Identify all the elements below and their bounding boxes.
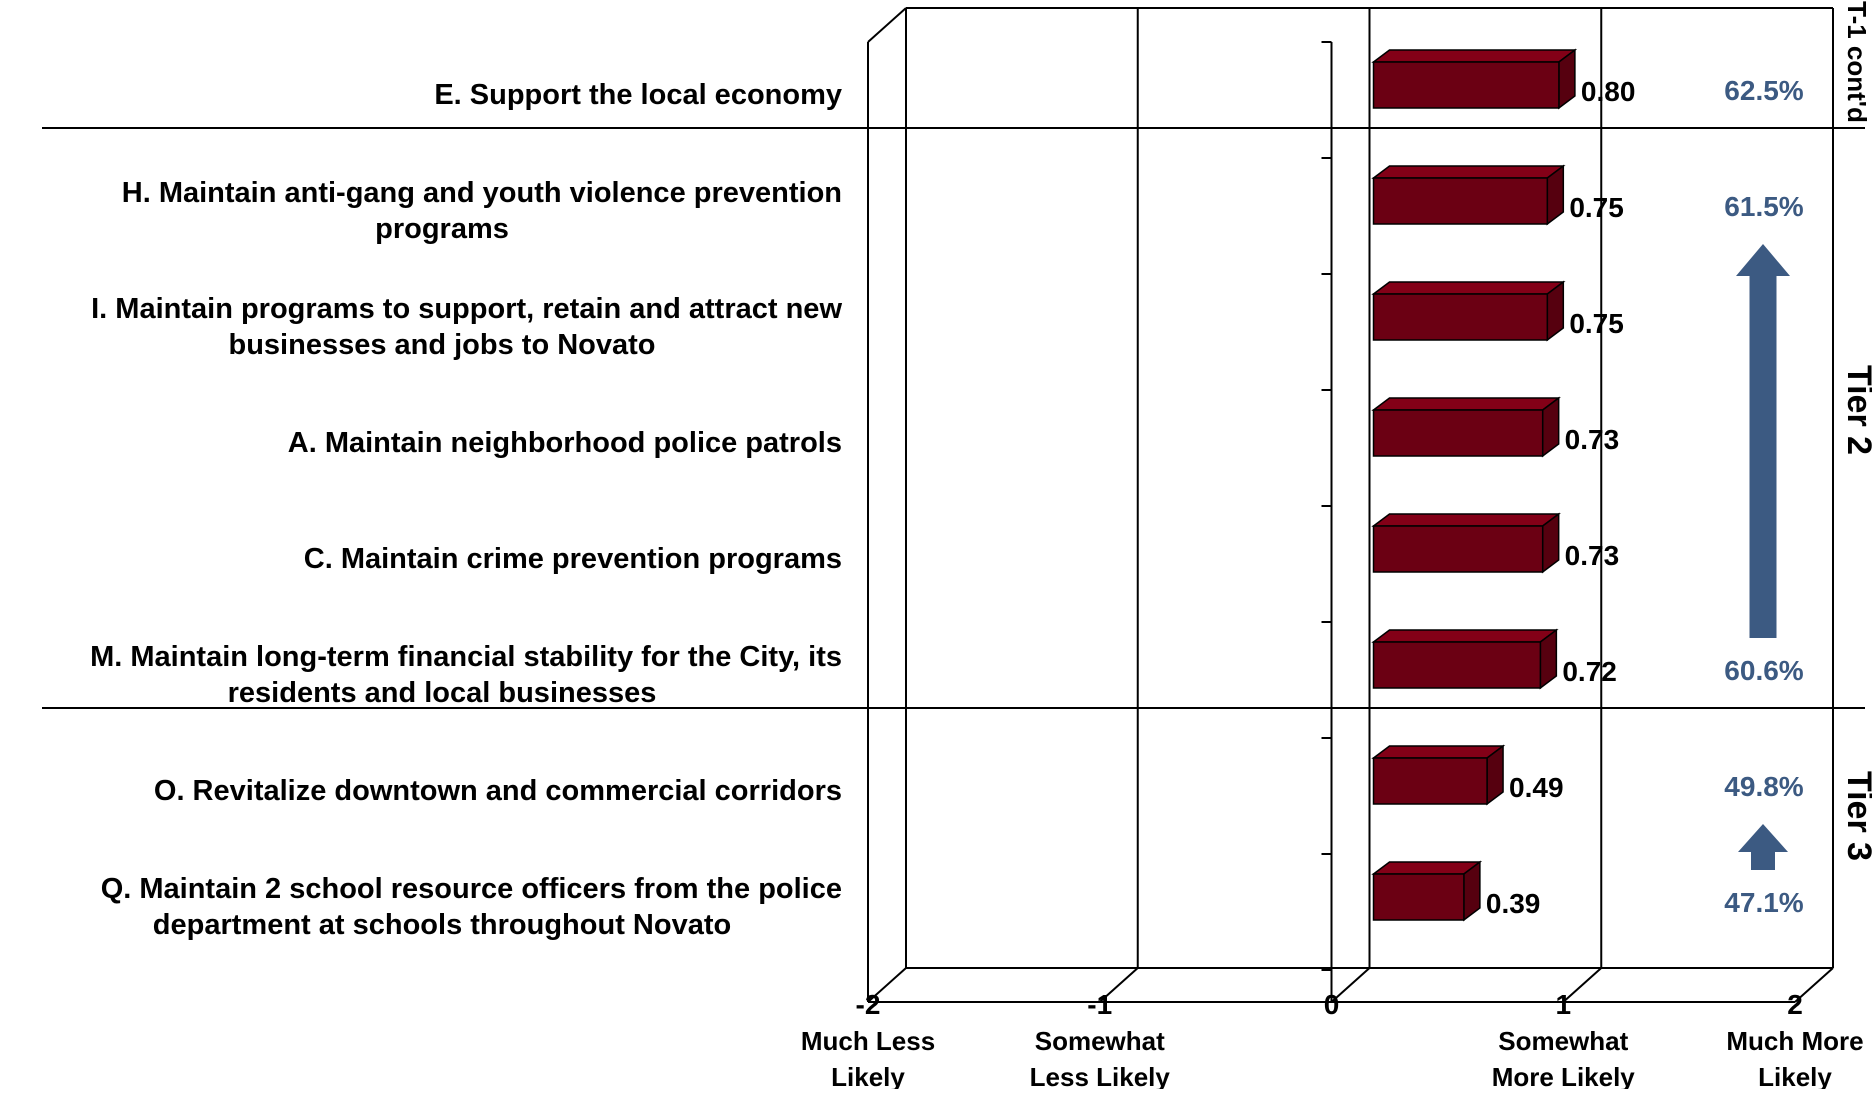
bar-top-face bbox=[1374, 282, 1564, 294]
x-tick-description: More Likely bbox=[1492, 1062, 1636, 1089]
category-label: Q. Maintain 2 school resource officers f… bbox=[101, 873, 842, 905]
bar-top-face bbox=[1374, 50, 1575, 62]
bar bbox=[1374, 526, 1543, 572]
x-tick-description: Much Less bbox=[801, 1026, 935, 1056]
x-tick-description: Somewhat bbox=[1498, 1026, 1628, 1056]
category-label: A. Maintain neighborhood police patrols bbox=[288, 427, 842, 459]
bar bbox=[1374, 62, 1559, 108]
percent-label: 62.5% bbox=[1724, 75, 1803, 106]
bar-value-label: 0.80 bbox=[1581, 76, 1636, 107]
x-tick-description: Likely bbox=[831, 1062, 905, 1089]
bar-value-label: 0.75 bbox=[1569, 192, 1624, 223]
x-tick-description: Likely bbox=[1758, 1062, 1832, 1089]
bar bbox=[1374, 758, 1488, 804]
x-tick-label: 2 bbox=[1787, 989, 1803, 1020]
bar-value-label: 0.72 bbox=[1562, 656, 1617, 687]
bar-top-face bbox=[1374, 862, 1480, 874]
category-label: H. Maintain anti-gang and youth violence… bbox=[122, 177, 842, 209]
x-tick-label: 1 bbox=[1555, 989, 1571, 1020]
bar-value-label: 0.49 bbox=[1509, 772, 1564, 803]
bar bbox=[1374, 294, 1548, 340]
x-tick-label: -1 bbox=[1087, 989, 1112, 1020]
x-tick-label: 0 bbox=[1324, 989, 1340, 1020]
bar-value-label: 0.73 bbox=[1565, 540, 1620, 571]
category-label: residents and local businesses bbox=[228, 677, 657, 709]
category-label: E. Support the local economy bbox=[434, 79, 842, 111]
bar-top-face bbox=[1374, 630, 1557, 642]
x-tick-description: Much More bbox=[1726, 1026, 1863, 1056]
bar-top-face bbox=[1374, 166, 1564, 178]
tier-label: Tier 3 bbox=[1840, 771, 1872, 861]
x-tick-description: Less Likely bbox=[1030, 1062, 1171, 1089]
category-label: businesses and jobs to Novato bbox=[228, 329, 655, 361]
tier-label: T-1 cont'd bbox=[1842, 1, 1872, 123]
tier-label: Tier 2 bbox=[1840, 365, 1872, 455]
percent-label: 60.6% bbox=[1724, 655, 1803, 686]
bar-top-face bbox=[1374, 746, 1504, 758]
category-label: O. Revitalize downtown and commercial co… bbox=[154, 775, 842, 807]
percent-label: 61.5% bbox=[1724, 191, 1803, 222]
x-tick-description: Somewhat bbox=[1035, 1026, 1165, 1056]
category-label: M. Maintain long-term financial stabilit… bbox=[90, 641, 842, 673]
bar bbox=[1374, 642, 1541, 688]
tier-arrow bbox=[1738, 824, 1788, 870]
bar-top-face bbox=[1374, 514, 1559, 526]
category-label: department at schools throughout Novato bbox=[153, 909, 731, 941]
tier-arrow bbox=[1736, 244, 1790, 638]
bar-top-face bbox=[1374, 398, 1559, 410]
bar-value-label: 0.39 bbox=[1486, 888, 1541, 919]
bar bbox=[1374, 874, 1464, 920]
bar bbox=[1374, 178, 1548, 224]
percent-label: 47.1% bbox=[1724, 887, 1803, 918]
percent-label: 49.8% bbox=[1724, 771, 1803, 802]
x-tick-label: -2 bbox=[856, 989, 881, 1020]
category-label: I. Maintain programs to support, retain … bbox=[91, 293, 842, 325]
bar bbox=[1374, 410, 1543, 456]
bar-value-label: 0.75 bbox=[1569, 308, 1624, 339]
bar-value-label: 0.73 bbox=[1565, 424, 1620, 455]
category-label: C. Maintain crime prevention programs bbox=[304, 543, 842, 575]
category-label: programs bbox=[375, 213, 509, 245]
side-wall-top-edge bbox=[868, 8, 906, 42]
